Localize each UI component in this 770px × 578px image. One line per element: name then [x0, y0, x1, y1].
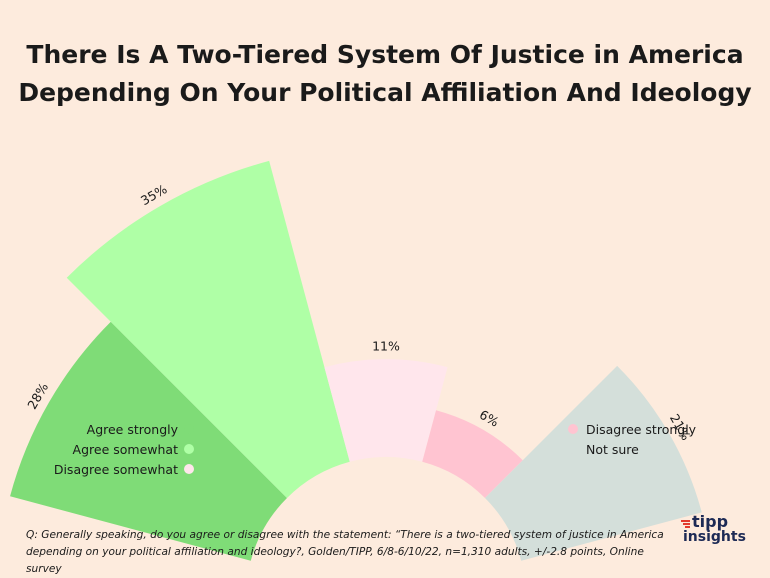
- legend-label: Agree strongly: [86, 421, 178, 437]
- legend-left: Agree strongly Agree somewhat Disagree s…: [40, 419, 194, 479]
- legend-item-not-sure: Not sure: [568, 439, 728, 459]
- bar-not-sure: [484, 365, 702, 561]
- logo-word-insights: insights: [683, 529, 746, 545]
- footnote-line-1: Q: Generally speaking, do you agree or d…: [26, 529, 664, 541]
- legend-label: Disagree strongly: [586, 421, 697, 437]
- legend-label: Disagree somewhat: [53, 461, 178, 477]
- bar-disagree-strongly: [422, 410, 523, 499]
- logo-mark-icon: [681, 520, 690, 528]
- logo-word-tipp: tipp: [692, 512, 729, 531]
- legend-swatch: [184, 464, 194, 474]
- title-line-1: There Is A Two-Tiered System Of Justice …: [26, 40, 744, 69]
- legend-swatch: [568, 424, 578, 434]
- legend-swatch: [184, 424, 194, 434]
- footnote: Q: Generally speaking, do you agree or d…: [26, 527, 676, 578]
- legend-item-disagree-somewhat: Disagree somewhat: [40, 459, 194, 479]
- bar-agree-strongly: [10, 321, 288, 561]
- legend-swatch: [568, 444, 578, 454]
- bar-disagree-somewhat: [324, 359, 448, 462]
- legend-item-disagree-strongly: Disagree strongly: [568, 419, 728, 439]
- data-label-disagree-somewhat: 11%: [372, 339, 400, 354]
- legend-item-agree-somewhat: Agree somewhat: [40, 439, 194, 459]
- legend-item-agree-strongly: Agree strongly: [40, 419, 194, 439]
- legend-right: Disagree strongly Not sure: [568, 419, 728, 459]
- tipp-insights-logo: tipp insights: [680, 514, 760, 548]
- legend-label: Not sure: [586, 441, 639, 457]
- bar-agree-somewhat: [66, 160, 350, 499]
- data-label-disagree-strongly: 6%: [477, 407, 502, 430]
- legend-label: Agree somewhat: [72, 441, 178, 457]
- chart-title: There Is A Two-Tiered System Of Justice …: [0, 36, 770, 112]
- title-line-2: Depending On Your Political Affiliation …: [18, 78, 752, 107]
- footnote-line-2: depending on your political affiliation …: [26, 546, 644, 575]
- legend-swatch: [184, 444, 194, 454]
